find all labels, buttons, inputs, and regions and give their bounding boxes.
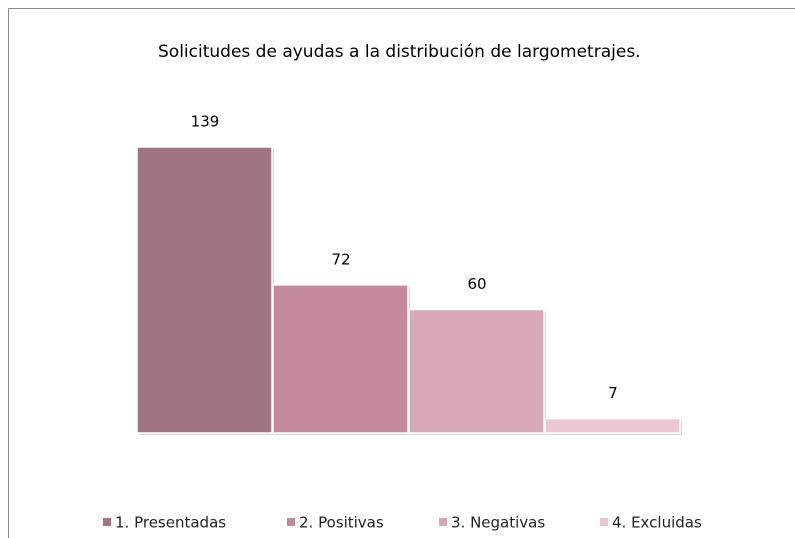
bar (136, 146, 273, 434)
chart-title: Solicitudes de ayudas a la distribución … (158, 42, 641, 62)
legend-swatch (103, 518, 111, 526)
legend-label: 4. Excluidas (612, 514, 702, 532)
value-label: 7 (608, 384, 618, 402)
bar (408, 308, 545, 434)
legend-swatch (287, 518, 295, 526)
legend-swatch (439, 518, 447, 526)
bar (544, 417, 681, 434)
legend-label: 1. Presentadas (115, 514, 226, 532)
value-label: 72 (331, 250, 350, 268)
legend-label: 3. Negativas (451, 514, 545, 532)
legend-swatch (600, 518, 608, 526)
value-label: 139 (191, 113, 220, 131)
bar (272, 284, 409, 434)
value-label: 60 (467, 275, 486, 293)
legend-label: 2. Positivas (299, 514, 384, 532)
